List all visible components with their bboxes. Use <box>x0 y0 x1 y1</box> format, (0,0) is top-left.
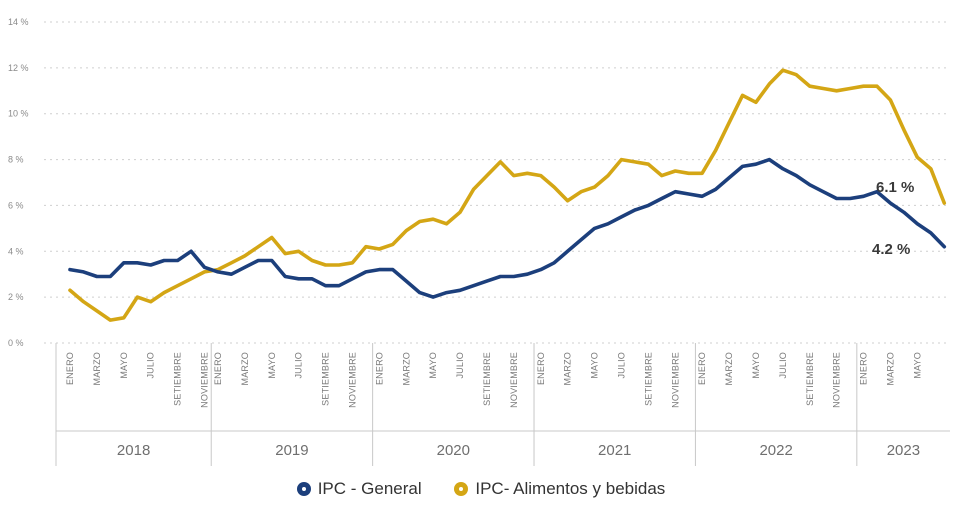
line-chart: 0 % 2 % 4 % 6 % 8 % 10 % 12 % 14 % ENERO MARZO MA… <box>8 17 950 466</box>
series-line-ipc-general <box>68 157 947 299</box>
x-tick-label: JULIO <box>294 352 304 379</box>
year-label: 2019 <box>275 442 308 459</box>
x-tick-label: MARZO <box>563 352 573 386</box>
x-tick-label: MARZO <box>92 352 102 386</box>
x-tick-label: SETIEMBRE <box>805 352 815 406</box>
x-axis: ENERO MARZO MAYO JULIO SETIEMBRE NOVIEMBRE ENE… <box>55 343 950 466</box>
legend-swatch-ipc-general <box>296 482 311 496</box>
year-label: 2023 <box>887 442 920 459</box>
x-tick-label: MARZO <box>401 352 411 386</box>
x-tick-label: ENERO <box>374 352 384 385</box>
legend-swatch-ipc-alimentos <box>454 482 469 496</box>
y-tick-label: 14 % <box>8 17 29 27</box>
y-tick-label: 2 % <box>8 292 24 302</box>
x-tick-label: MARZO <box>724 352 734 386</box>
y-tick-label: 6 % <box>8 200 24 210</box>
end-labels: 6.1 % 4.2 % <box>872 179 914 258</box>
x-tick-label: SETIEMBRE <box>173 352 183 406</box>
x-tick-label: MAYO <box>119 352 129 379</box>
legend-item-ipc-general: IPC - General <box>296 479 422 499</box>
y-tick-label: 8 % <box>8 155 24 165</box>
x-tick-label: SETIEMBRE <box>643 352 653 406</box>
y-axis: 0 % 2 % 4 % 6 % 8 % 10 % 12 % 14 % <box>8 17 29 348</box>
legend-label-ipc-alimentos: IPC- Alimentos y bebidas <box>475 479 666 498</box>
x-tick-label: MARZO <box>240 352 250 386</box>
x-tick-label: ENERO <box>536 352 546 385</box>
x-tick-label: JULIO <box>455 352 465 379</box>
x-tick-label: MARZO <box>885 352 895 386</box>
x-tick-label: ENERO <box>859 352 869 385</box>
end-label-ipc-general: 4.2 % <box>872 241 910 258</box>
x-tick-label: JULIO <box>146 352 156 379</box>
x-tick-label: ENERO <box>697 352 707 385</box>
year-label: 2021 <box>598 442 631 459</box>
series-layer <box>68 68 947 322</box>
y-tick-label: 0 % <box>8 338 24 348</box>
x-tick-label: JULIO <box>616 352 626 379</box>
x-tick-label: SETIEMBRE <box>482 352 492 406</box>
grid <box>44 21 950 344</box>
x-tick-label: ENERO <box>65 352 75 385</box>
end-label-ipc-alimentos: 6.1 % <box>876 179 914 196</box>
x-tick-label: SETIEMBRE <box>321 352 331 406</box>
x-tick-label: NOVIEMBRE <box>347 352 357 408</box>
x-tick-label: JULIO <box>778 352 788 379</box>
y-tick-label: 10 % <box>8 109 29 119</box>
x-tick-label: ENERO <box>213 352 223 385</box>
y-tick-label: 12 % <box>8 63 29 73</box>
x-tick-label: NOVIEMBRE <box>670 352 680 408</box>
x-tick-label: NOVIEMBRE <box>200 352 210 408</box>
legend-item-ipc-alimentos: IPC- Alimentos y bebidas <box>454 479 665 499</box>
series-line-ipc-alimentos <box>68 68 947 322</box>
x-tick-label: MAYO <box>912 352 922 379</box>
year-label: 2018 <box>117 442 150 459</box>
x-tick-label: MAYO <box>267 352 277 379</box>
x-tick-label: NOVIEMBRE <box>509 352 519 408</box>
year-label: 2020 <box>437 442 470 459</box>
y-tick-label: 4 % <box>8 246 24 256</box>
year-label: 2022 <box>759 442 792 459</box>
x-tick-label: MAYO <box>428 352 438 379</box>
x-tick-label: NOVIEMBRE <box>832 352 842 408</box>
legend: IPC - General IPC- Alimentos y bebidas <box>0 479 962 501</box>
x-tick-label: MAYO <box>590 352 600 379</box>
legend-label-ipc-general: IPC - General <box>317 479 422 498</box>
x-tick-label: MAYO <box>751 352 761 379</box>
